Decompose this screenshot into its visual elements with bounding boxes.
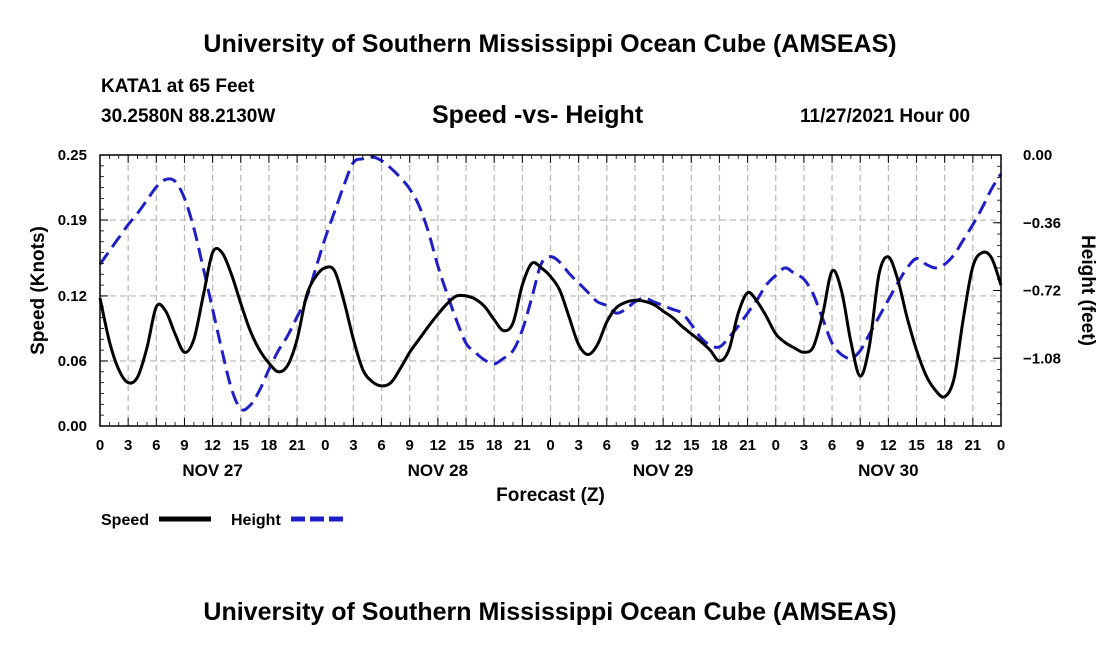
x-tick-label: 6 xyxy=(603,437,611,454)
x-tick-label: 18 xyxy=(486,437,503,454)
x-tick-label: 9 xyxy=(856,437,864,454)
left-tick-label: 0.12 xyxy=(58,288,87,305)
x-tick-label: 21 xyxy=(514,437,531,454)
left-tick-label: 0.06 xyxy=(58,353,87,370)
x-tick-label: 9 xyxy=(406,437,414,454)
x-tick-label: 21 xyxy=(289,437,306,454)
station-coordinates: 30.2580N 88.2130W xyxy=(101,106,276,127)
x-tick-label: 9 xyxy=(631,437,639,454)
x-tick-label: 9 xyxy=(180,437,188,454)
right-tick-label: −1.08 xyxy=(1023,350,1061,367)
day-label: NOV 27 xyxy=(182,461,242,480)
x-tick-label: 15 xyxy=(232,437,249,454)
x-tick-label: 12 xyxy=(880,437,897,454)
right-tick-label: 0.00 xyxy=(1023,147,1052,164)
x-tick-label: 3 xyxy=(124,437,132,454)
legend: Speed Height xyxy=(101,512,343,529)
x-tick-label: 0 xyxy=(997,437,1005,454)
x-tick-label: 0 xyxy=(772,437,780,454)
right-tick-label: −0.72 xyxy=(1023,283,1061,300)
chart-title: University of Southern Mississippi Ocean… xyxy=(203,30,897,58)
x-tick-label: 3 xyxy=(800,437,808,454)
x-tick-label: 15 xyxy=(683,437,700,454)
grid xyxy=(100,155,1001,426)
chart-subtitle: Speed -vs- Height xyxy=(432,101,644,129)
x-tick-label: 6 xyxy=(377,437,385,454)
legend-label-height: Height xyxy=(231,512,281,529)
right-axis-title: Height (feet) xyxy=(1077,235,1098,346)
left-tick-label: 0.19 xyxy=(58,212,87,229)
forecast-datetime: 11/27/2021 Hour 00 xyxy=(800,106,971,127)
x-tick-label: 0 xyxy=(546,437,554,454)
x-tick-label: 18 xyxy=(936,437,953,454)
left-tick-label: 0.25 xyxy=(58,147,87,164)
footer-title: University of Southern Mississippi Ocean… xyxy=(203,598,897,626)
day-label: NOV 30 xyxy=(858,461,918,480)
x-tick-label: 12 xyxy=(204,437,221,454)
day-label: NOV 28 xyxy=(408,461,468,480)
x-tick-label: 15 xyxy=(908,437,925,454)
x-tick-label: 3 xyxy=(574,437,582,454)
height-series-line xyxy=(98,155,1003,412)
x-tick-label: 6 xyxy=(152,437,160,454)
x-tick-label: 12 xyxy=(655,437,672,454)
axis-labels: 0 3 6 9 12 15 18 21 0 3 6 9 12 15 18 21 0 3 6 9 12 15 18 21 0 3 6 9… xyxy=(28,147,1098,506)
right-tick-label: −0.36 xyxy=(1023,215,1061,232)
x-tick-label: 18 xyxy=(261,437,278,454)
legend-label-speed: Speed xyxy=(101,512,149,529)
x-tick-label: 3 xyxy=(349,437,357,454)
x-tick-label: 0 xyxy=(96,437,104,454)
x-tick-label: 21 xyxy=(965,437,982,454)
x-tick-label: 0 xyxy=(321,437,329,454)
x-tick-label: 12 xyxy=(430,437,447,454)
x-tick-label: 18 xyxy=(711,437,728,454)
x-tick-label: 6 xyxy=(828,437,836,454)
x-tick-label: 15 xyxy=(458,437,475,454)
axes xyxy=(99,154,1002,427)
left-tick-label: 0.00 xyxy=(58,418,87,435)
x-tick-label: 21 xyxy=(739,437,756,454)
series-layer xyxy=(98,155,1003,412)
day-label: NOV 29 xyxy=(633,461,693,480)
x-axis-title: Forecast (Z) xyxy=(496,485,605,506)
speed-series-line xyxy=(98,246,1003,399)
station-label: KATA1 at 65 Feet xyxy=(101,76,255,97)
left-axis-title: Speed (Knots) xyxy=(28,226,49,355)
